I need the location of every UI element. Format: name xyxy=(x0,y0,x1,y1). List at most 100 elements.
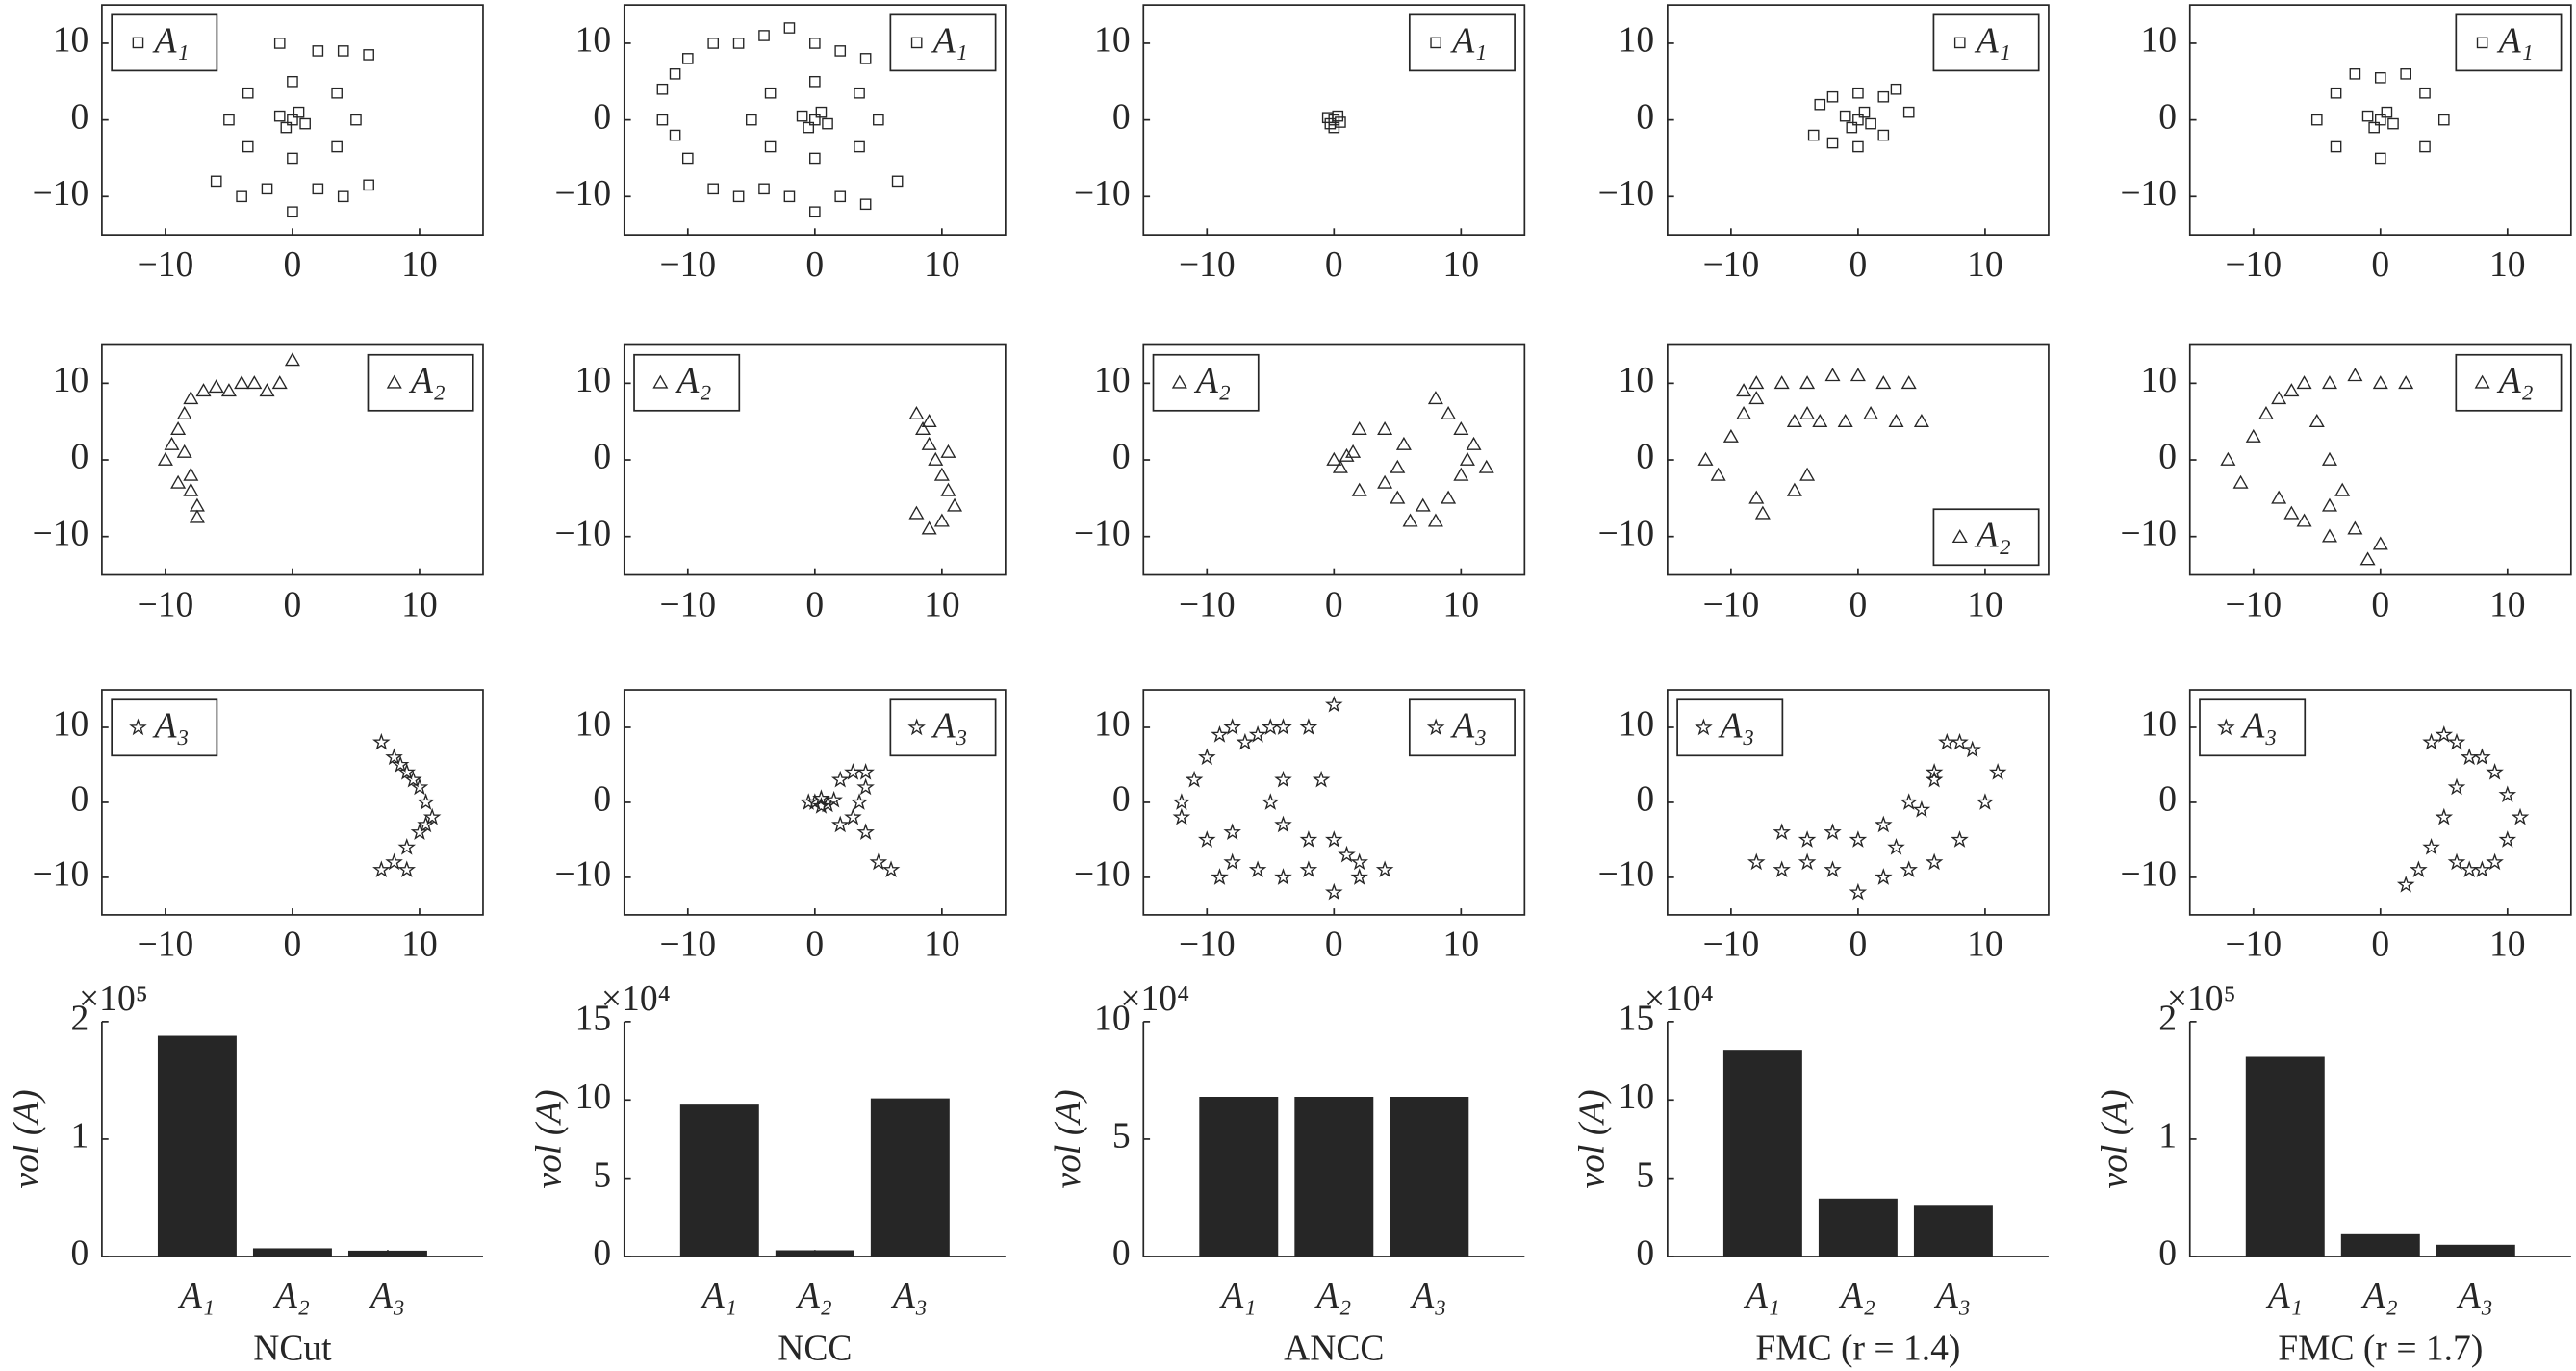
x-tick-label: A₂ xyxy=(272,1277,310,1316)
x-tick-label: 0 xyxy=(805,245,824,285)
point xyxy=(1453,467,1469,481)
point xyxy=(1826,137,1839,149)
point xyxy=(1925,770,1944,788)
y-tick-label: 10 xyxy=(1094,21,1131,61)
point xyxy=(2271,490,2287,504)
point xyxy=(681,53,694,64)
point xyxy=(2359,551,2376,566)
point xyxy=(1826,90,1839,103)
x-tick-label: 0 xyxy=(284,926,302,965)
legend-label: A₂ xyxy=(2496,362,2534,401)
point xyxy=(764,140,777,153)
point xyxy=(2419,140,2431,153)
point xyxy=(1328,114,1340,126)
y-tick-label: 5 xyxy=(593,1155,611,1195)
point xyxy=(157,451,173,466)
y-tick-label: 0 xyxy=(1636,780,1654,820)
legend-marker xyxy=(1951,529,1968,544)
y-tick-label: 0 xyxy=(1636,438,1654,477)
point xyxy=(1875,815,1893,833)
point xyxy=(1172,807,1191,825)
point xyxy=(869,852,888,871)
point xyxy=(1248,860,1267,878)
point xyxy=(223,114,235,126)
point xyxy=(1912,800,1931,818)
point xyxy=(1441,490,1457,504)
point xyxy=(1875,868,1893,885)
point xyxy=(2321,375,2337,390)
y-tick-label: −10 xyxy=(2120,174,2177,214)
y-tick-label: 0 xyxy=(1636,1234,1654,1274)
point xyxy=(669,68,681,80)
x-tick-label: 0 xyxy=(284,245,302,285)
y-tick-label: 0 xyxy=(593,1234,611,1274)
point xyxy=(1900,375,1917,390)
legend-box xyxy=(111,698,218,757)
x-tick-label: A₃ xyxy=(2456,1277,2493,1316)
point xyxy=(2232,474,2249,489)
x-tick-label: 10 xyxy=(1967,245,2003,285)
x-tick-label: A₁ xyxy=(1218,1277,1256,1316)
bar xyxy=(870,1098,950,1257)
point xyxy=(656,83,669,95)
point xyxy=(707,38,720,49)
point xyxy=(1351,482,1367,496)
legend-label: A₁ xyxy=(152,22,190,62)
point xyxy=(809,75,821,88)
point xyxy=(2447,777,2466,796)
point xyxy=(2349,68,2361,80)
point xyxy=(1748,490,1765,504)
point xyxy=(183,391,199,405)
point xyxy=(1938,732,1956,750)
point xyxy=(1900,860,1918,878)
legend-marker xyxy=(1171,374,1187,389)
y-tick-label: −10 xyxy=(554,855,611,895)
y-tick-label: 10 xyxy=(1619,21,1655,61)
point xyxy=(1837,413,1853,427)
x-tick-label: 10 xyxy=(2489,926,2526,965)
point xyxy=(397,860,417,878)
y-tick-label: 0 xyxy=(593,780,611,820)
point xyxy=(1185,770,1204,788)
point xyxy=(812,789,830,806)
point xyxy=(1799,406,1816,420)
point xyxy=(1375,860,1394,878)
x-tick-label: −10 xyxy=(1703,245,1760,285)
bar xyxy=(1199,1097,1279,1257)
y-tick-label: 10 xyxy=(575,21,612,61)
x-tick-label: 10 xyxy=(2489,585,2526,624)
point xyxy=(234,375,250,390)
legend-box xyxy=(889,698,997,757)
point xyxy=(1325,695,1343,713)
y-multiplier: ×10⁴ xyxy=(1645,979,1714,1019)
point xyxy=(1427,513,1443,527)
point xyxy=(2460,860,2479,878)
point xyxy=(825,790,843,808)
point xyxy=(1274,868,1292,885)
x-tick-label: −10 xyxy=(1179,245,1236,285)
point xyxy=(2396,875,2415,893)
point xyxy=(1390,490,1406,504)
y-tick-label: −10 xyxy=(33,514,89,553)
point xyxy=(815,106,828,118)
point xyxy=(758,30,770,41)
point xyxy=(363,49,374,61)
y-tick-label: 10 xyxy=(2141,705,2178,745)
point xyxy=(1988,763,2007,780)
y-tick-label: 10 xyxy=(2141,361,2178,400)
x-axis-label: ANCC xyxy=(1284,1330,1384,1369)
y-tick-label: −10 xyxy=(1597,514,1654,553)
y-tick-label: 0 xyxy=(2158,97,2177,137)
x-tick-label: −10 xyxy=(2225,245,2282,285)
point xyxy=(417,815,435,833)
y-tick-label: 0 xyxy=(70,780,89,820)
point xyxy=(2419,87,2431,99)
point xyxy=(1198,830,1216,848)
point xyxy=(1736,406,1752,420)
bar xyxy=(1722,1050,1802,1257)
point xyxy=(1913,413,1929,427)
y-tick-label: 0 xyxy=(2158,1234,2177,1274)
point xyxy=(2435,807,2454,825)
point xyxy=(669,129,681,141)
y-tick-label: −10 xyxy=(2120,855,2177,895)
